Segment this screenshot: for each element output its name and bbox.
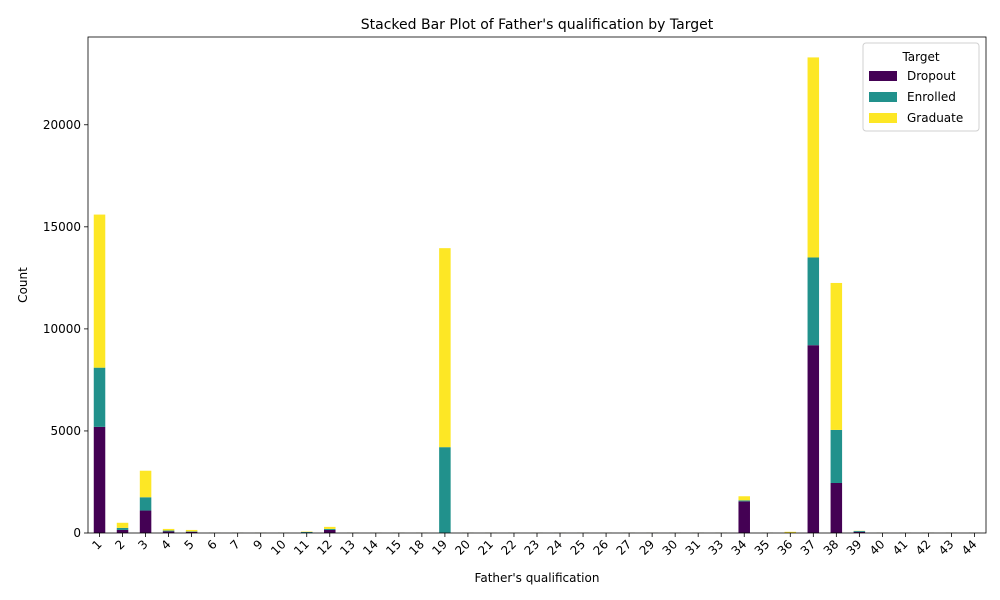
bar-dropout-2: [116, 529, 129, 533]
x-tick-label-4: 4: [158, 537, 173, 552]
x-axis: 1 2 3 4 5 6 7 9 10 11 12 13 14 15 18 19 20 21 22 23 24 25 26 27…: [89, 533, 980, 558]
x-tick-label-39: 39: [844, 537, 865, 558]
x-tick-label-43: 43: [936, 537, 957, 558]
x-tick-label-10: 10: [268, 537, 289, 558]
x-tick-label-13: 13: [337, 537, 358, 558]
bar-graduate-3: [139, 470, 152, 498]
x-tick-label-34: 34: [729, 537, 750, 558]
y-axis: 0 5000 10000 15000 20000: [43, 118, 88, 540]
bar-graduate-1: [93, 214, 106, 368]
x-tick-label-9: 9: [251, 537, 266, 552]
x-tick-label-18: 18: [406, 537, 427, 558]
x-tick-label-22: 22: [498, 537, 519, 558]
legend-title: Target: [901, 50, 939, 64]
bar-graduate-2: [116, 522, 129, 528]
x-tick-label-24: 24: [544, 537, 565, 558]
bar-enrolled-34: [738, 500, 750, 502]
legend: Target Dropout Enrolled Graduate: [862, 42, 980, 132]
bar-dropout-1: [93, 426, 106, 533]
bar-enrolled-38: [830, 429, 843, 483]
x-tick-label-2: 2: [112, 537, 127, 552]
bar-graduate-38: [830, 282, 843, 430]
x-tick-label-12: 12: [314, 537, 335, 558]
bar-dropout-38: [830, 482, 843, 533]
bar-dropout-12: [324, 529, 336, 533]
x-tick-label-14: 14: [360, 537, 381, 558]
x-tick-label-3: 3: [135, 537, 150, 552]
y-tick-label: 20000: [43, 118, 81, 132]
legend-swatch-enrolled: [869, 92, 897, 102]
bar-enrolled-4: [162, 530, 175, 532]
bar-graduate-5: [185, 529, 198, 532]
x-tick-label-11: 11: [291, 537, 312, 558]
legend-swatch-dropout: [869, 71, 897, 81]
bar-graduate-37: [807, 57, 820, 258]
legend-box: [862, 42, 980, 132]
bar-enrolled-2: [116, 527, 129, 530]
y-tick-label: 15000: [43, 220, 81, 234]
y-tick-label: 10000: [43, 322, 81, 336]
x-tick-label-20: 20: [452, 537, 473, 558]
y-tick-label: 5000: [50, 424, 81, 438]
bar-graduate-19: [439, 248, 451, 448]
bar-graduate-12: [324, 526, 336, 529]
bar-enrolled-3: [139, 497, 152, 511]
x-tick-label-36: 36: [775, 537, 796, 558]
bar-enrolled-11: [300, 531, 313, 533]
x-tick-label-21: 21: [475, 537, 496, 558]
bar-dropout-5: [185, 531, 198, 533]
bar-graduate-36: [784, 531, 797, 533]
x-tick-label-40: 40: [867, 537, 888, 558]
bar-dropout-39: [853, 531, 866, 533]
x-tick-label-42: 42: [913, 537, 934, 558]
x-axis-label: Father's qualification: [475, 571, 600, 585]
x-tick-label-35: 35: [752, 537, 773, 558]
x-tick-label-31: 31: [683, 537, 704, 558]
x-tick-label-26: 26: [590, 537, 611, 558]
chart-title: Stacked Bar Plot of Father's qualificati…: [361, 17, 714, 33]
bar-dropout-37: [807, 345, 820, 533]
bar-enrolled-19: [439, 447, 451, 533]
plot-frame: [87, 36, 987, 534]
x-tick-label-38: 38: [821, 537, 842, 558]
x-tick-label-37: 37: [798, 537, 819, 558]
x-tick-label-6: 6: [204, 537, 219, 552]
bar-dropout-4: [162, 531, 175, 533]
x-tick-label-41: 41: [890, 537, 911, 558]
x-tick-label-1: 1: [89, 537, 104, 552]
legend-label-enrolled: Enrolled: [907, 90, 956, 104]
y-axis-label: Count: [16, 267, 30, 303]
bar-graduate-34: [738, 496, 750, 501]
x-tick-label-19: 19: [429, 537, 450, 558]
x-tick-label-15: 15: [383, 537, 404, 558]
x-tick-label-7: 7: [227, 537, 242, 552]
bar-dropout-3: [139, 510, 152, 533]
bar-enrolled-39: [853, 530, 866, 532]
x-tick-label-44: 44: [959, 537, 980, 558]
x-tick-label-30: 30: [660, 537, 681, 558]
x-tick-label-5: 5: [181, 537, 196, 552]
bar-graduate-4: [162, 528, 175, 531]
x-tick-label-25: 25: [567, 537, 588, 558]
bar-dropout-34: [738, 501, 750, 533]
legend-label-graduate: Graduate: [907, 111, 963, 125]
legend-swatch-graduate: [869, 113, 897, 123]
x-tick-label-23: 23: [521, 537, 542, 558]
x-tick-label-29: 29: [637, 537, 658, 558]
x-tick-label-33: 33: [706, 537, 727, 558]
bar-enrolled-1: [93, 367, 106, 427]
y-tick-label: 0: [73, 526, 81, 540]
legend-label-dropout: Dropout: [907, 69, 956, 83]
x-tick-label-27: 27: [614, 537, 635, 558]
bar-enrolled-37: [807, 257, 820, 346]
bars-layer: [93, 57, 981, 533]
bar-enrolled-12: [324, 528, 336, 530]
